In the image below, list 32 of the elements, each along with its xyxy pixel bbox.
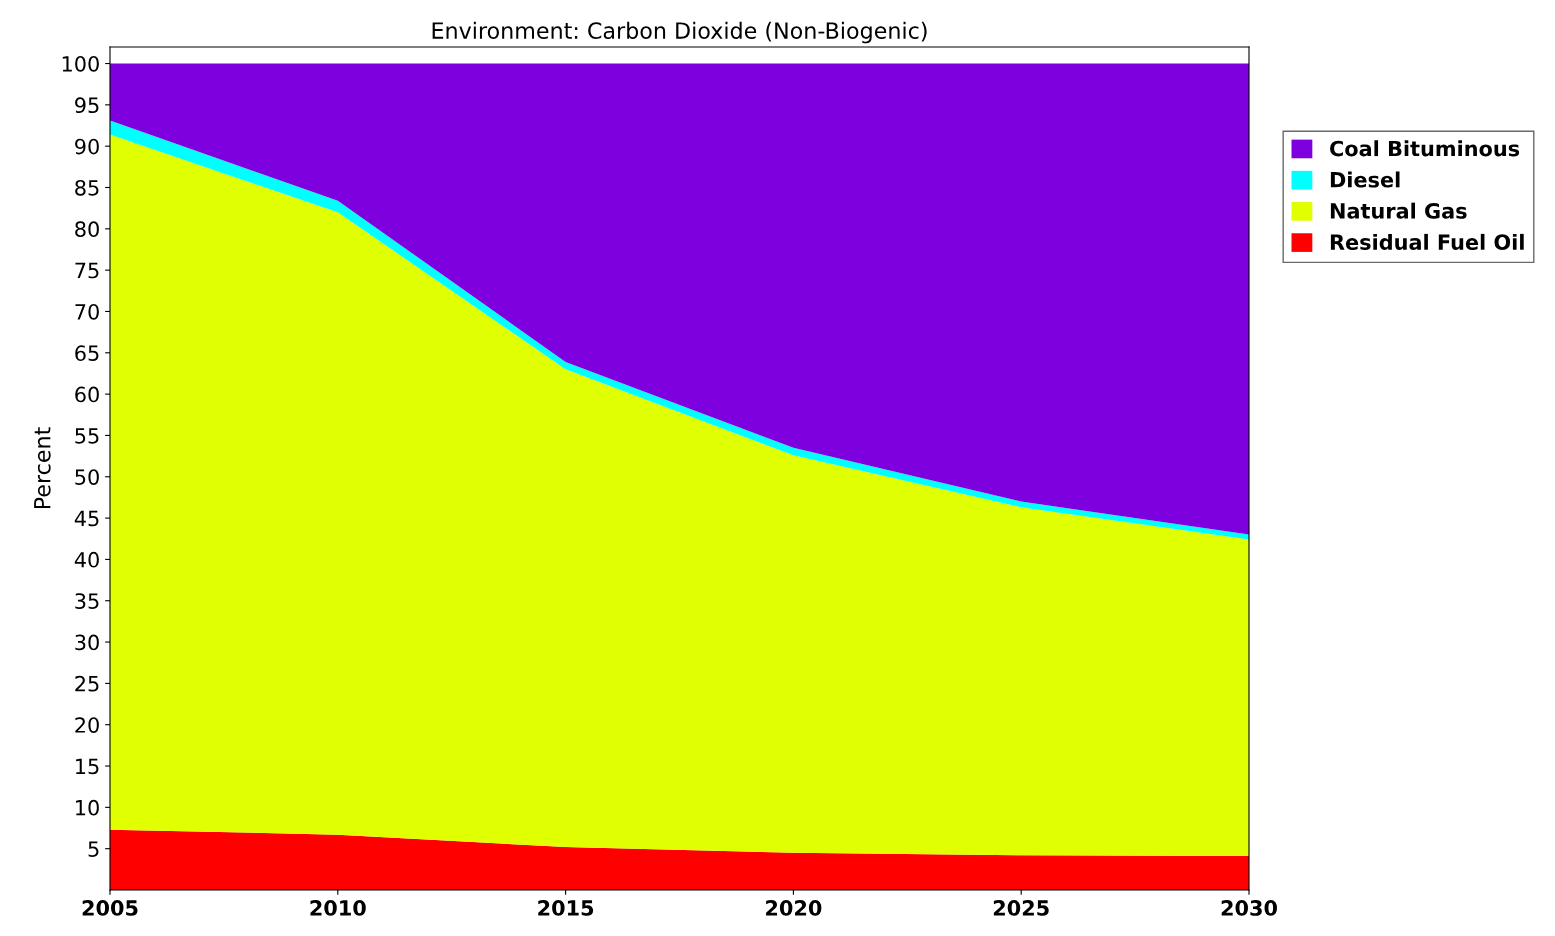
x-tick-label: 2030	[1221, 900, 1277, 916]
y-tick-label: 10	[76, 799, 99, 816]
y-tick-label: 30	[75, 634, 99, 651]
x-tick-label: 2020	[766, 900, 822, 916]
y-tick-label: 75	[75, 262, 99, 279]
legend-label: Coal Bituminous	[1330, 140, 1520, 157]
y-tick-label: 45	[74, 510, 99, 527]
y-tick-label: 55	[75, 428, 99, 444]
y-tick-label: 100	[62, 55, 99, 72]
y-tick-label: 80	[75, 221, 99, 238]
y-tick-label: 20	[75, 717, 99, 733]
chart-title: Environment: Carbon Dioxide (Non-Biogenic)	[432, 21, 927, 44]
y-tick-label: 60	[75, 386, 99, 403]
y-tick-label: 70	[75, 303, 99, 320]
y-tick-label: 35	[75, 593, 99, 609]
y-tick-label: 5	[88, 841, 99, 857]
x-tick-label: 2025	[993, 900, 1049, 916]
y-tick-label: 15	[76, 758, 99, 775]
y-axis-title: Percent	[34, 427, 51, 509]
y-tick-label: 65	[75, 345, 99, 362]
x-tick-label: 2010	[310, 900, 366, 916]
y-tick-label: 40	[74, 551, 99, 568]
y-tick-label: 90	[75, 138, 99, 155]
legend-label: Natural Gas	[1330, 202, 1467, 219]
legend-label: Residual Fuel Oil	[1330, 233, 1524, 251]
x-tick-label: 2015	[538, 900, 594, 916]
y-tick-label: 95	[75, 97, 99, 114]
y-tick-label: 85	[75, 179, 99, 196]
y-tick-label: 50	[75, 469, 99, 485]
legend-label: Diesel	[1330, 171, 1400, 188]
x-tick-label: 2005	[82, 900, 138, 916]
y-tick-label: 25	[75, 675, 99, 692]
